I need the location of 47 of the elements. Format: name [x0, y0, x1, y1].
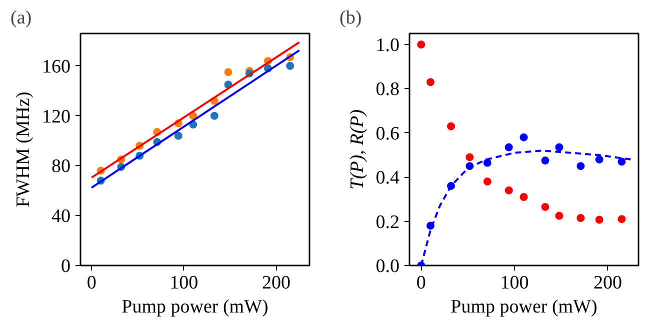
y-tick-label: 40	[52, 206, 70, 228]
y-tick-label: 0.0	[376, 256, 400, 277]
point	[286, 62, 294, 70]
y-tick-label: 0	[61, 256, 70, 277]
x-axis-title: Pump power (mW)	[122, 296, 268, 318]
point	[576, 162, 585, 170]
x-tick-label: 100	[170, 272, 198, 294]
point	[555, 212, 564, 220]
point	[174, 132, 182, 140]
point	[417, 40, 426, 49]
point	[595, 216, 604, 224]
y-tick-label: 0.6	[376, 123, 400, 144]
point	[541, 202, 550, 211]
x-tick-label: 0	[86, 272, 96, 294]
point	[618, 158, 626, 166]
point	[555, 143, 564, 152]
point	[483, 178, 492, 186]
point	[520, 193, 528, 201]
y-tick-label: 160	[42, 56, 70, 78]
point	[595, 155, 604, 164]
point	[504, 186, 513, 194]
x-axis-title: Pump power (mW)	[450, 296, 598, 318]
y-tick-label: 80	[52, 156, 70, 178]
y-tick-label: 0.2	[376, 212, 400, 233]
y-axis-title: T(P), R(P)	[346, 109, 368, 190]
point	[504, 143, 513, 152]
y-tick-label: 0.4	[376, 168, 400, 189]
y-tick-label: 1.0	[376, 35, 400, 56]
point	[466, 153, 474, 162]
point	[447, 122, 456, 130]
point	[541, 156, 550, 165]
x-tick-label: 200	[593, 272, 622, 294]
point	[618, 215, 626, 224]
x-tick-label: 0	[416, 272, 426, 294]
chart-title: (a)	[10, 8, 32, 28]
y-axis-title: FWHM (MHz)	[13, 92, 34, 208]
chart-title: (b)	[340, 8, 362, 28]
y-tick-label: 0.8	[376, 79, 400, 100]
point	[426, 78, 434, 86]
x-tick-label: 100	[500, 272, 529, 294]
point	[224, 68, 232, 76]
point	[483, 158, 492, 167]
y-tick-label: 120	[42, 106, 70, 128]
point	[210, 112, 218, 120]
point	[520, 133, 528, 142]
x-tick-label: 200	[262, 272, 291, 294]
point	[576, 214, 585, 222]
